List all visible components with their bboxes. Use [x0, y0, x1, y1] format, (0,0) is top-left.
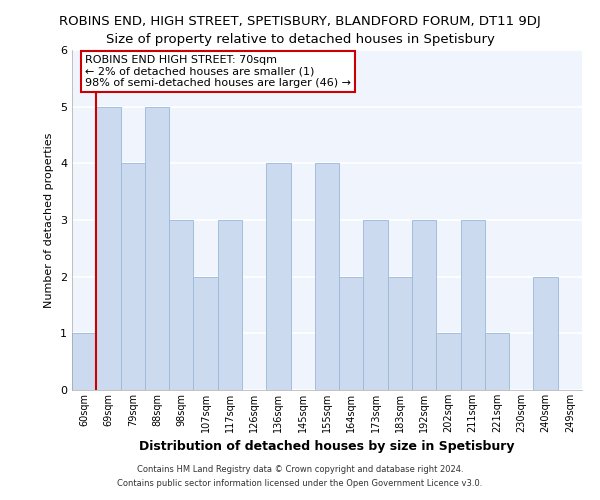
Bar — [461, 220, 485, 390]
Bar — [96, 106, 121, 390]
Text: Size of property relative to detached houses in Spetisbury: Size of property relative to detached ho… — [106, 32, 494, 46]
Y-axis label: Number of detached properties: Number of detached properties — [44, 132, 55, 308]
Bar — [266, 164, 290, 390]
Bar — [388, 276, 412, 390]
Bar — [533, 276, 558, 390]
Bar — [121, 164, 145, 390]
Bar — [193, 276, 218, 390]
Text: ROBINS END, HIGH STREET, SPETISBURY, BLANDFORD FORUM, DT11 9DJ: ROBINS END, HIGH STREET, SPETISBURY, BLA… — [59, 15, 541, 28]
X-axis label: Distribution of detached houses by size in Spetisbury: Distribution of detached houses by size … — [139, 440, 515, 454]
Bar — [315, 164, 339, 390]
Bar — [412, 220, 436, 390]
Bar — [364, 220, 388, 390]
Bar — [72, 334, 96, 390]
Text: ROBINS END HIGH STREET: 70sqm
← 2% of detached houses are smaller (1)
98% of sem: ROBINS END HIGH STREET: 70sqm ← 2% of de… — [85, 55, 351, 88]
Bar — [339, 276, 364, 390]
Text: Contains HM Land Registry data © Crown copyright and database right 2024.
Contai: Contains HM Land Registry data © Crown c… — [118, 466, 482, 487]
Bar — [485, 334, 509, 390]
Bar — [436, 334, 461, 390]
Bar — [145, 106, 169, 390]
Bar — [218, 220, 242, 390]
Bar — [169, 220, 193, 390]
